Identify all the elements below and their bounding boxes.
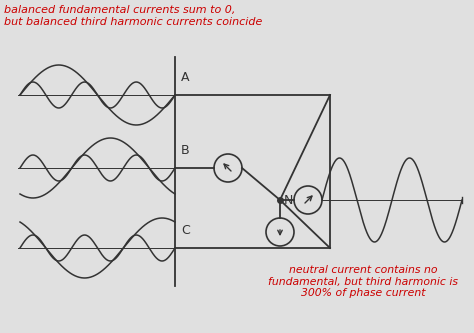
Text: B: B [181,144,190,157]
Text: A: A [181,71,190,84]
Text: neutral current contains no
fundamental, but third harmonic is
300% of phase cur: neutral current contains no fundamental,… [268,265,458,298]
Text: N: N [284,194,293,207]
Text: balanced fundamental currents sum to 0,
but balanced third harmonic currents coi: balanced fundamental currents sum to 0, … [4,5,263,27]
Text: C: C [181,224,190,237]
